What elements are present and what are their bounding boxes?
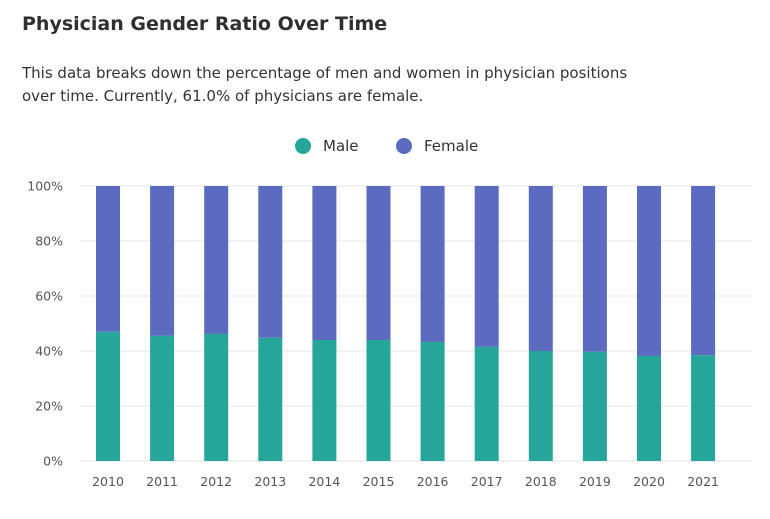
x-tick-label: 2021 <box>687 474 719 489</box>
bar-layer <box>96 186 716 461</box>
bar-male-2015[interactable] <box>366 340 391 461</box>
bar-male-2019[interactable] <box>582 351 607 461</box>
x-tick-label: 2020 <box>633 474 665 489</box>
legend-female-swatch[interactable] <box>396 138 412 154</box>
bar-male-2017[interactable] <box>474 346 499 461</box>
legend-male-label[interactable]: Male <box>323 137 359 155</box>
bar-female-2021[interactable] <box>691 186 716 356</box>
bar-male-2021[interactable] <box>691 355 716 461</box>
bar-female-2010[interactable] <box>96 186 120 332</box>
x-tick-label: 2015 <box>363 474 395 489</box>
bar-male-2018[interactable] <box>528 351 553 461</box>
y-tick-label: 60% <box>35 289 63 304</box>
x-tick-label: 2014 <box>308 474 340 489</box>
bar-female-2018[interactable] <box>528 186 553 351</box>
bar-male-2016[interactable] <box>420 341 445 461</box>
y-tick-label: 100% <box>27 179 63 194</box>
bar-male-2011[interactable] <box>150 335 175 461</box>
x-tick-label: 2017 <box>471 474 503 489</box>
x-tick-label: 2013 <box>254 474 286 489</box>
x-axis-ticks: 2010 2011 2012 2013 2014 2015 2016 2017 2018 2019… <box>92 474 719 489</box>
x-tick-label: 2012 <box>200 474 232 489</box>
bar-female-2014[interactable] <box>312 186 337 340</box>
legend-female-label[interactable]: Female <box>424 137 478 155</box>
y-tick-label: 40% <box>35 344 63 359</box>
x-tick-label: 2010 <box>92 474 124 489</box>
x-tick-label: 2019 <box>579 474 611 489</box>
bar-female-2015[interactable] <box>366 186 391 340</box>
bar-male-2014[interactable] <box>312 340 337 461</box>
bar-female-2016[interactable] <box>420 186 445 342</box>
x-tick-label: 2016 <box>417 474 449 489</box>
bar-female-2017[interactable] <box>474 186 499 347</box>
bar-male-2010[interactable] <box>96 331 120 461</box>
y-tick-label: 0% <box>43 454 63 469</box>
chart-description: This data breaks down the percentage of … <box>22 64 628 105</box>
chart-title: Physician Gender Ratio Over Time <box>22 13 388 35</box>
bar-female-2012[interactable] <box>204 186 229 334</box>
bar-female-2019[interactable] <box>582 186 607 352</box>
bar-female-2011[interactable] <box>150 186 175 336</box>
bar-female-2020[interactable] <box>637 186 661 356</box>
y-tick-label: 20% <box>35 399 63 414</box>
legend-male-swatch[interactable] <box>295 138 311 154</box>
bar-male-2012[interactable] <box>204 333 229 461</box>
bar-male-2020[interactable] <box>637 355 661 461</box>
x-tick-label: 2011 <box>146 474 178 489</box>
bar-female-2013[interactable] <box>258 186 283 338</box>
x-tick-label: 2018 <box>525 474 557 489</box>
y-tick-label: 80% <box>35 234 63 249</box>
legend: Male Female <box>295 137 478 155</box>
y-axis-ticks: 0% 20% 40% 60% 80% 100% <box>27 179 63 469</box>
bar-male-2013[interactable] <box>258 337 283 461</box>
